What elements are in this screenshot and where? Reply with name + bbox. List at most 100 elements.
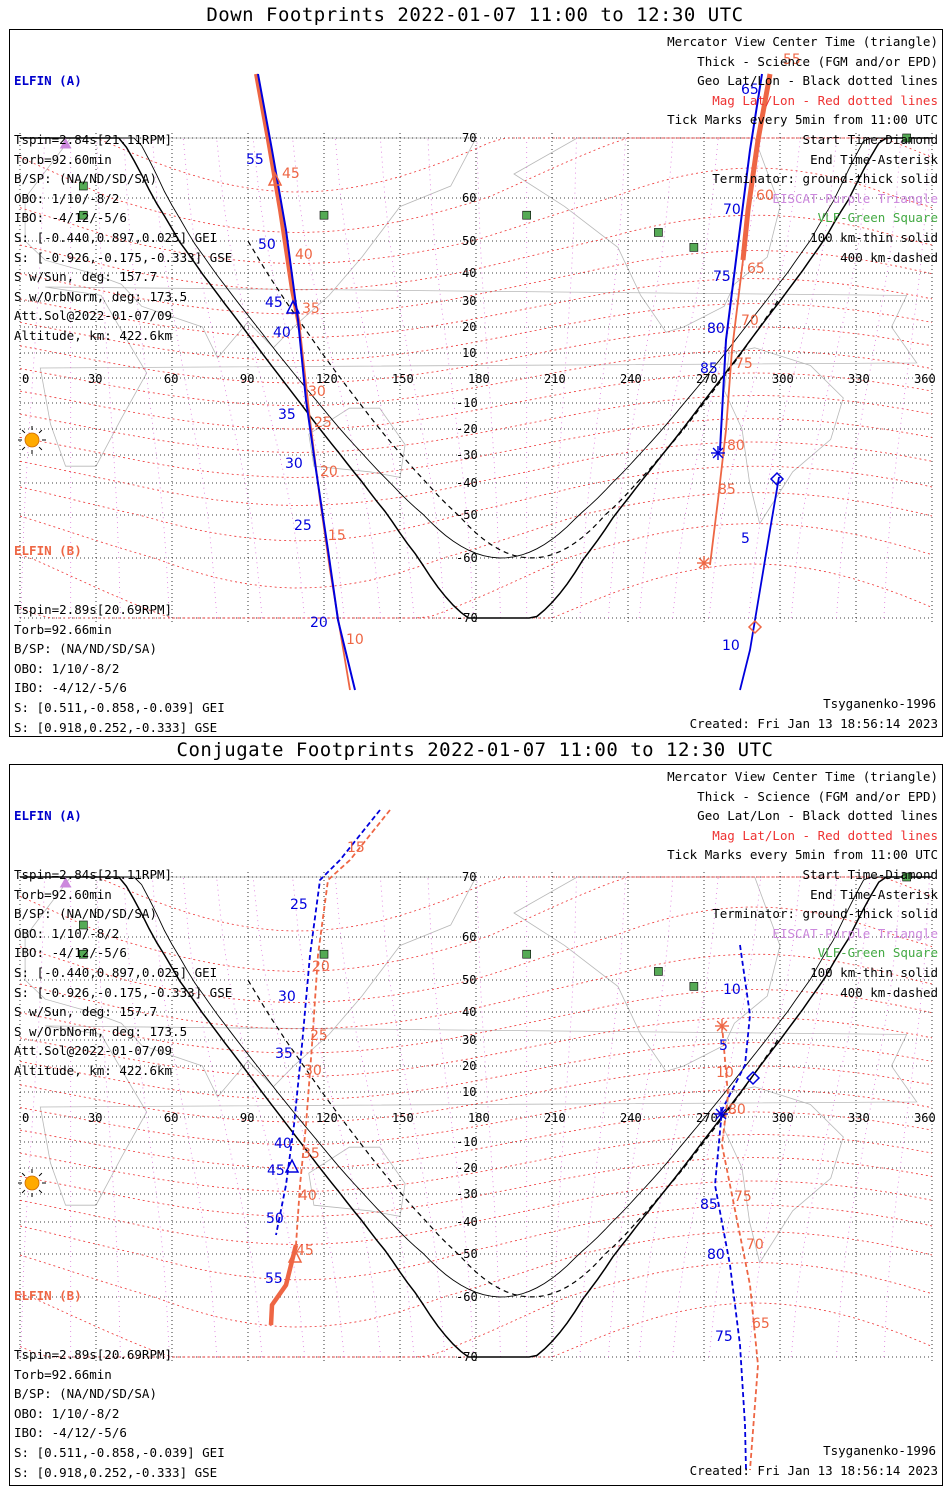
lat-tick-label: -70 [456,1350,478,1364]
lon-tick-label: 0 [22,372,29,386]
track-tick-label: 75 [715,1329,733,1345]
track-tick-label: 70 [741,313,759,329]
lat-tick-label: -50 [456,1247,478,1261]
mag-parallel [19,1065,933,1123]
vlf-square [654,228,663,237]
legend-item: Start Time-Diamond [802,131,938,147]
info-line: Torb=92.66min [14,621,112,637]
lon-tick-label: 210 [544,1111,566,1125]
info-line: S: [-0.440,0.897,0.025] GEI [14,229,218,245]
eiscat-triangle [59,876,72,888]
lat-tick-label: 20 [462,1059,476,1073]
sun-ray [21,429,26,434]
mag-parallel [19,441,933,506]
track-tick-label: 20 [310,615,328,631]
track-tick-label: 45 [296,1243,314,1259]
track-tick-label: 85 [700,361,718,377]
track-tick-label: 30 [304,1063,322,1079]
info-line: IBO: -4/12/-5/6 [14,680,127,696]
info-line: Tspin=2.89s[20.69RPM] [14,1346,173,1362]
mag-parallel [19,563,933,619]
lat-tick-label: 70 [462,131,476,145]
lat-tick-label: 40 [462,1005,476,1019]
mag-meridian [427,137,474,619]
vlf-square [79,920,88,930]
elfin-b-info: ELFIN (B) Tspin=2.89s[20.69RPM] Torb=92.6… [14,1247,225,1485]
mag-parallel [19,989,933,1054]
mag-meridian [152,876,218,1358]
track-tick-label: 65 [741,82,759,98]
info-line: S: [0.511,-0.858,-0.039] GEI [14,1444,225,1460]
mag-meridian [476,876,501,1358]
lon-tick-label: 360 [914,372,936,386]
continent-outline [308,1146,406,1217]
lat-tick-label: -60 [456,551,478,565]
mag-parallel [19,1042,933,1100]
info-line: B/SP: (NA/ND/SD/SA) [14,1386,157,1402]
track-a [719,73,763,451]
vlf-square [902,872,911,882]
legend: Mercator View Center Time (triangle) Thic… [667,767,938,1002]
terminator-100km [20,876,932,1298]
mag-parallel [19,465,933,542]
mag-meridian [96,137,121,619]
info-line: S w/OrbNorm, deg: 173.5 [14,288,188,304]
elfin-a-info: ELFIN (A) Tspin=2.84s[21.11RPM] Torb=92.6… [14,32,232,346]
map-svg-conjugate: 0 30 60 90 120 150 180 210 240 270 300 330 360 70 60 50… [18,809,936,1471]
terminator-400km [247,240,781,559]
track-tick-label: 75 [734,1189,752,1205]
track-tick-label: 45 [282,166,300,182]
mag-meridian [20,137,45,619]
lat-tick-label: 60 [462,191,476,205]
lat-tick-label: 30 [462,294,476,308]
continent-outline [308,407,406,478]
mag-parallel [19,1204,933,1281]
track-tick-label: 35 [302,301,320,317]
vlf-square [522,949,531,959]
lon-tick-label: 240 [620,1111,642,1125]
legend-item: 400 km-dashed [840,249,938,265]
info-line: S: [0.511,-0.858,-0.039] GEI [14,699,225,715]
mag-parallel [19,137,933,233]
lat-tick-label: 40 [462,266,476,280]
track-tick-label: 25 [310,1028,328,1044]
mag-parallel [20,876,932,932]
vlf-square [689,243,699,252]
info-line: Tspin=2.89s[20.69RPM] [14,601,173,617]
center-time-triangle [287,1248,303,1263]
mag-meridian [608,876,674,1358]
mag-parallel [19,1180,933,1245]
track-tick-label: 55 [783,52,801,68]
lon-tick-label: 0 [22,1111,29,1125]
mag-parallel [19,1302,933,1358]
mag-parallel [19,1157,933,1217]
terminator-400km [247,979,781,1298]
lat-tick-label: -10 [456,1135,478,1149]
mag-meridian [380,137,446,619]
legend-item: Geo Lat/Lon - Black dotted lines [697,73,938,89]
lat-tick-label: -60 [456,1290,478,1304]
vlf-square [319,949,329,959]
track-tick-label: 50 [258,237,276,253]
track-tick-label: 45 [265,295,283,311]
track-tick-label: 85 [700,1197,718,1213]
mag-parallel [19,1088,933,1146]
mag-parallel [19,953,933,1030]
sun-ray [38,1189,43,1194]
lat-tick-label: 50 [462,973,476,987]
info-line: B/SP: (NA/ND/SD/SA) [14,171,157,187]
track-tick-label: 85 [718,482,736,498]
info-line: IBO: -4/12/-5/6 [14,1425,127,1441]
end-asterisk [712,447,724,459]
track-tick-label: 10 [723,982,741,998]
mag-parallel [19,372,933,430]
lat-tick-label: 70 [462,870,476,884]
track-tick-label: 75 [735,356,753,372]
mag-meridian [380,876,446,1358]
track-tick-label: 10 [716,1065,734,1081]
track-tick-label: 70 [723,202,741,218]
lat-tick-label: -40 [456,1215,478,1229]
vlf-square [689,982,699,991]
track-tick-label: 55 [265,1271,283,1287]
end-asterisk [716,1020,728,1032]
